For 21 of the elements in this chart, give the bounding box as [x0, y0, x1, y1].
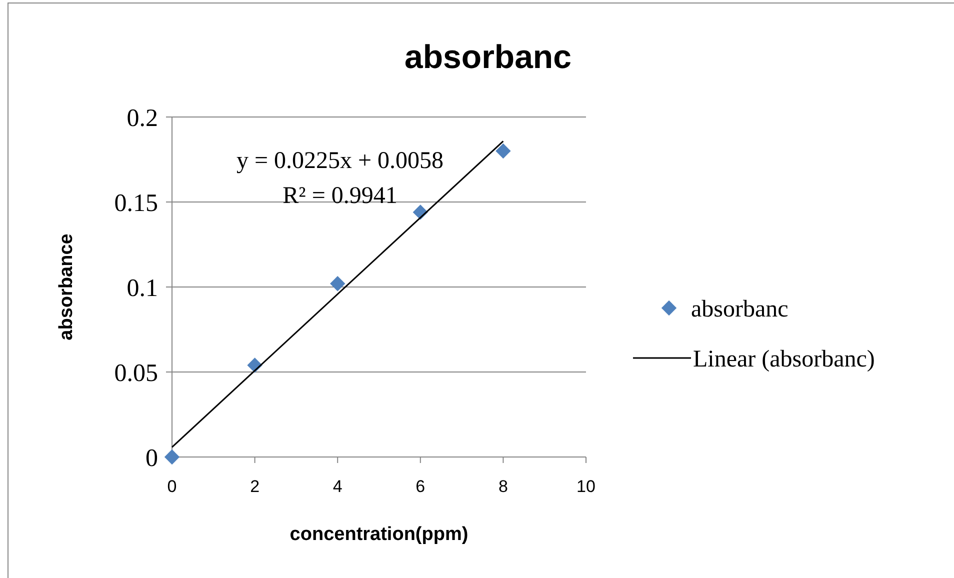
- y-tick-label: 0.2: [126, 104, 158, 132]
- x-tick-label: 4: [332, 477, 342, 496]
- chart-title: absorbanc: [404, 38, 572, 75]
- annotation: R² = 0.9941: [282, 183, 398, 209]
- y-tick-label: 0.05: [114, 360, 158, 387]
- point: [330, 276, 346, 292]
- point: [164, 449, 180, 465]
- point: [496, 143, 511, 159]
- x-tick-label: 8: [498, 477, 508, 496]
- x-tick-label: 0: [167, 477, 177, 496]
- y-axis-title: absorbance: [56, 234, 77, 340]
- annotation: y = 0.0225x + 0.0058: [236, 148, 444, 174]
- y-tick-label: 0: [146, 444, 158, 472]
- legend-label: Linear (absorbanc): [693, 346, 875, 372]
- x-tick-label: 10: [576, 477, 596, 496]
- y-tick-label: 0.15: [114, 190, 158, 217]
- y-tick-label: 0.1: [126, 274, 158, 302]
- legend-label: absorbanc: [691, 296, 788, 322]
- x-axis-title: concentration(ppm): [290, 524, 468, 545]
- x-tick-label: 6: [416, 477, 426, 496]
- x-tick-label: 2: [250, 477, 260, 496]
